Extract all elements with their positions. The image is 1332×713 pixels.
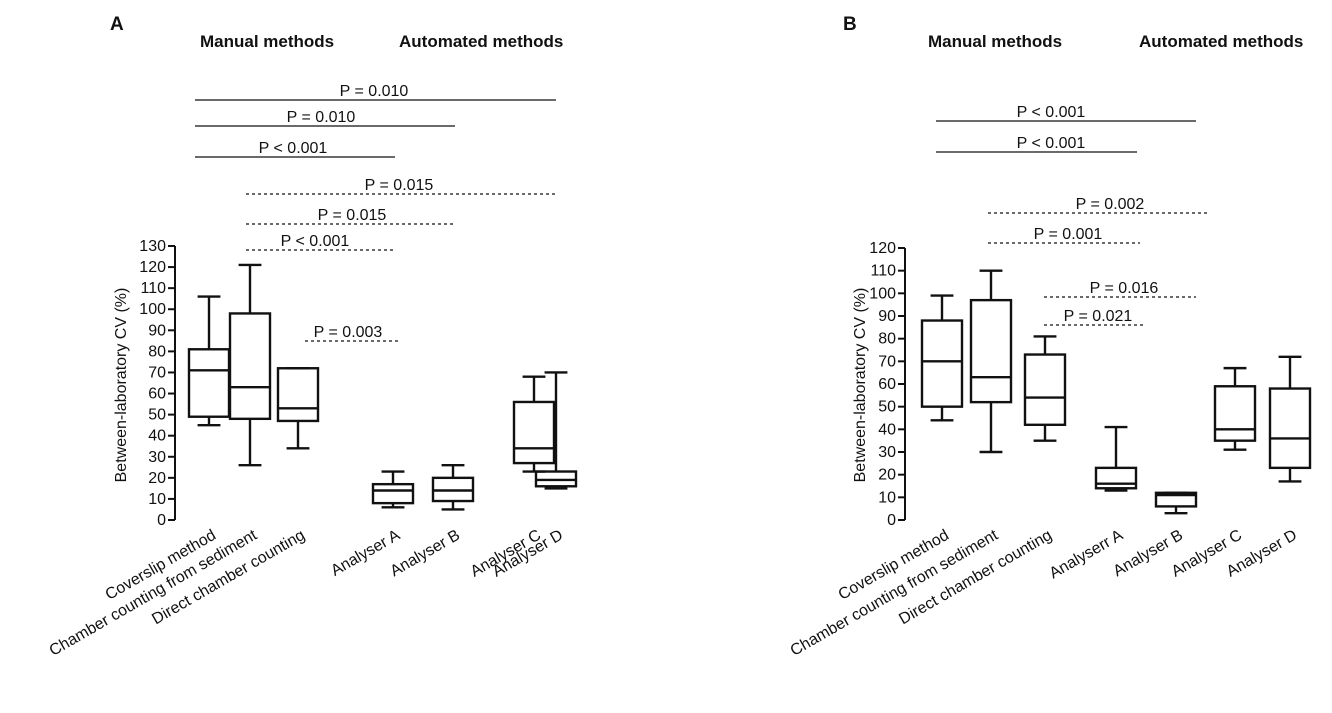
y-tick-label-a: 110 — [140, 280, 166, 297]
y-tick-label-a: 0 — [157, 512, 166, 529]
y-tick-label-a: 100 — [139, 301, 166, 318]
group-label-automated-a: Automated methods — [399, 32, 563, 51]
y-tick-label-a: 30 — [148, 449, 166, 466]
box-body — [187, 348, 231, 418]
box-a-6 — [512, 375, 556, 473]
box-a-5 — [431, 464, 475, 511]
y-axis-label-b: Between-laboratory CV (%) — [852, 288, 869, 483]
group-label-manual-b: Manual methods — [928, 32, 1062, 51]
box-body — [276, 367, 320, 423]
y-tick-label-b: 80 — [878, 331, 896, 348]
comparison-p-label-a-4: P = 0.015 — [365, 177, 434, 194]
y-tick-label-a: 130 — [139, 238, 166, 255]
comparison-p-label-b-1: P < 0.001 — [1017, 104, 1086, 121]
y-tick-label-b: 100 — [869, 285, 896, 302]
comparison-p-label-a-7: P = 0.003 — [314, 324, 383, 341]
y-axis-label-a: Between-laboratory CV (%) — [113, 288, 130, 483]
box-a-2 — [228, 263, 272, 467]
panel-letter-b: B — [843, 14, 857, 35]
box-body — [1023, 353, 1067, 426]
y-tick-label-a: 90 — [148, 322, 166, 339]
y-tick-label-a: 80 — [148, 343, 166, 360]
group-label-manual-a: Manual methods — [200, 32, 334, 51]
y-tick-label-a: 40 — [148, 428, 166, 445]
box-body — [371, 482, 415, 505]
box-b-3 — [1023, 335, 1067, 442]
box-body — [512, 400, 556, 465]
box-body — [1094, 466, 1138, 490]
y-tick-label-a: 50 — [148, 407, 166, 424]
panel-b: B Manual methods Automated methods Betwe… — [788, 14, 1312, 660]
box-b-5 — [1154, 491, 1198, 515]
box-body — [1154, 491, 1198, 508]
comparison-p-label-a-6: P < 0.001 — [281, 233, 350, 250]
box-a-3 — [276, 367, 320, 450]
y-tick-label-a: 20 — [148, 470, 166, 487]
comparison-p-label-b-4: P = 0.001 — [1034, 226, 1103, 243]
box-b-4 — [1094, 425, 1138, 492]
y-tick-label-b: 120 — [869, 240, 896, 257]
comparison-p-label-a-5: P = 0.015 — [318, 207, 387, 224]
panel-a: A Manual methods Automated methods Betwe… — [47, 14, 578, 660]
y-tick-label-b: 0 — [887, 512, 896, 529]
comparison-p-label-a-2: P = 0.010 — [287, 109, 356, 126]
box-a-7 — [534, 371, 578, 490]
panel-letter-a: A — [110, 14, 124, 35]
box-b-7 — [1268, 355, 1312, 483]
box-b-1 — [920, 294, 964, 422]
group-label-automated-b: Automated methods — [1139, 32, 1303, 51]
category-label-a-2: Chamber counting from sediment — [47, 526, 261, 659]
y-tick-label-b: 10 — [878, 489, 896, 506]
y-tick-label-b: 40 — [878, 421, 896, 438]
y-tick-label-b: 20 — [878, 467, 896, 484]
comparison-p-label-a-3: P < 0.001 — [259, 140, 328, 157]
y-tick-label-a: 120 — [139, 259, 166, 276]
comparison-p-label-b-6: P = 0.021 — [1064, 308, 1133, 325]
box-body — [228, 312, 272, 421]
y-tick-label-b: 50 — [878, 399, 896, 416]
box-b-6 — [1213, 366, 1257, 451]
y-tick-label-a: 70 — [148, 364, 166, 381]
y-tick-label-b: 110 — [870, 263, 896, 280]
comparison-p-label-b-3: P = 0.002 — [1076, 196, 1145, 213]
comparison-p-label-a-1: P = 0.010 — [340, 83, 409, 100]
box-body — [1213, 385, 1257, 442]
y-tick-label-b: 90 — [878, 308, 896, 325]
y-tick-label-b: 70 — [878, 353, 896, 370]
comparison-p-label-b-5: P = 0.016 — [1090, 280, 1159, 297]
y-tick-label-b: 60 — [878, 376, 896, 393]
category-label-b-2: Chamber counting from sediment — [788, 526, 1002, 659]
box-body — [969, 298, 1013, 404]
y-tick-label-a: 60 — [148, 386, 166, 403]
box-a-4 — [371, 470, 415, 509]
box-body — [1268, 387, 1312, 470]
box-body — [920, 319, 964, 408]
y-tick-label-a: 10 — [148, 491, 166, 508]
comparison-p-label-b-2: P < 0.001 — [1017, 135, 1086, 152]
box-a-1 — [187, 295, 231, 427]
y-tick-label-b: 30 — [878, 444, 896, 461]
box-b-2 — [969, 269, 1013, 454]
